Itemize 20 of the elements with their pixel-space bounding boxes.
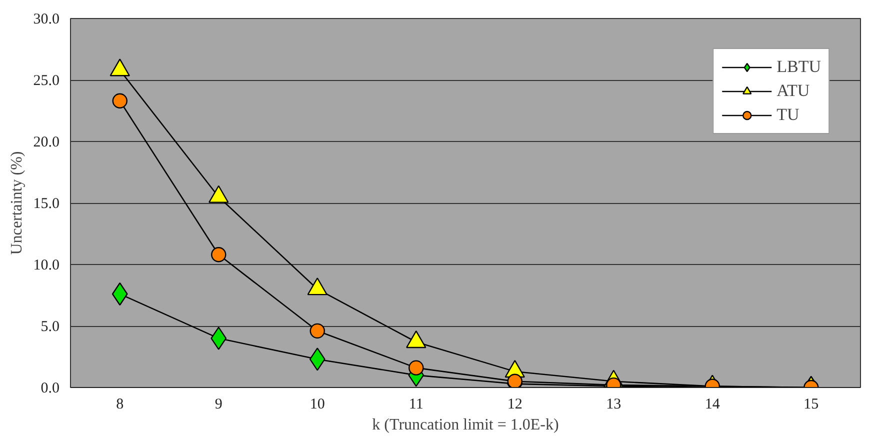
x-tick-label: 8 [116,396,124,412]
x-tick-label: 12 [507,396,522,412]
legend-label: ATU [776,81,810,101]
legend-label: LBTU [776,57,821,77]
y-tick-label: 30.0 [33,12,60,28]
y-tick-label: 15.0 [33,196,60,212]
x-tick-label: 10 [310,396,325,412]
legend-label: TU [776,105,800,125]
y-tick-label: 20.0 [33,134,60,150]
x-axis-title: k (Truncation limit = 1.0E-k) [372,416,559,434]
x-tick-label: 14 [704,396,720,412]
x-tick-label: 11 [408,396,424,412]
x-tick-label: 13 [606,396,622,412]
x-tick-label: 15 [804,396,819,412]
y-tick-label: 5.0 [40,319,60,335]
y-tick-label: 25.0 [33,73,60,89]
y-axis-title: Uncertainty (%) [8,151,26,255]
x-tick-label: 9 [214,396,222,412]
y-tick-label: 10.0 [33,258,60,274]
y-tick-label: 0.0 [40,380,60,396]
